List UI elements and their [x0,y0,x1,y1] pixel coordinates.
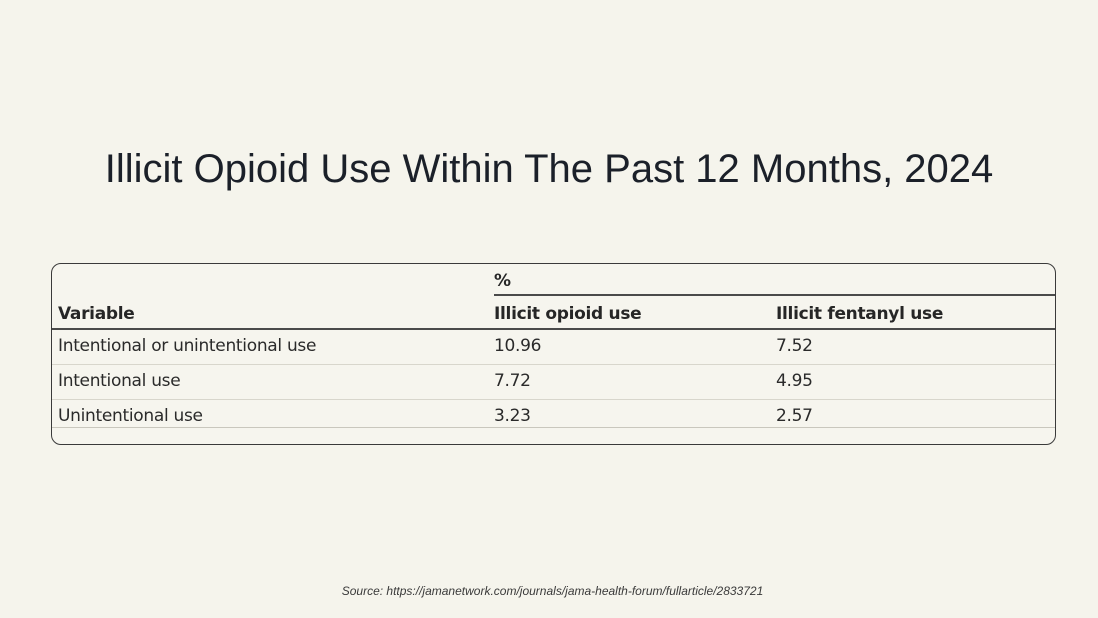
source-citation: Source: https://jamanetwork.com/journals… [341,584,764,598]
row-divider [52,427,1055,428]
table-row-3-label: Unintentional use [58,406,203,426]
table-row-1-fentanyl: 7.52 [776,336,813,356]
table-row-3-fentanyl: 2.57 [776,406,813,426]
spanner-rule [494,294,1055,296]
row-divider [52,399,1055,400]
column-header-variable: Variable [58,304,135,324]
row-divider [52,364,1055,365]
header-rule [52,328,1055,330]
table-row-3-opioid: 3.23 [494,406,531,426]
spanner-header: % [494,271,511,291]
column-header-fentanyl: Illicit fentanyl use [776,304,944,324]
table-row-1-label: Intentional or unintentional use [58,336,317,356]
table-row-2-label: Intentional use [58,371,181,391]
page-title: Illicit Opioid Use Within The Past 12 Mo… [104,147,994,191]
table-row-2-fentanyl: 4.95 [776,371,813,391]
table-row-2-opioid: 7.72 [494,371,531,391]
data-table: % Variable Illicit opioid use Illicit fe… [51,263,1056,445]
column-header-opioid: Illicit opioid use [494,304,642,324]
table-row-1-opioid: 10.96 [494,336,542,356]
